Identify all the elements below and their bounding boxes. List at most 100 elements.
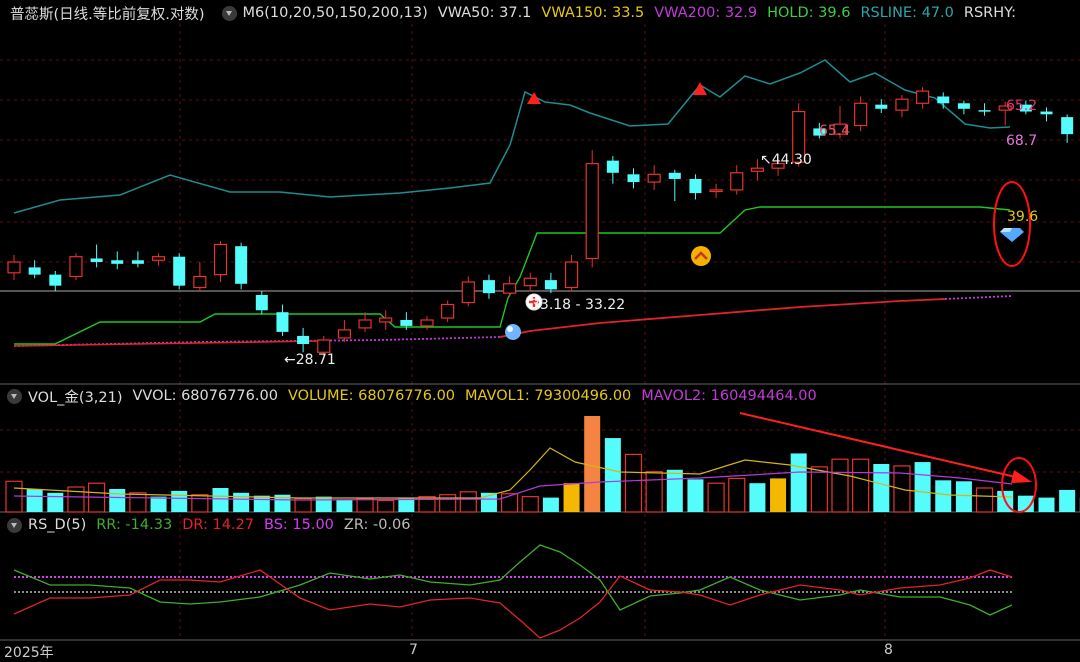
volume-bar: [729, 478, 745, 512]
bs-value: BS: 15.00: [264, 517, 334, 533]
main-title: 普蕊斯(日线.等比前复权.对数): [10, 3, 205, 24]
vol-title: VOL_金(3,21): [28, 386, 123, 407]
rsrhy-value: RSRHY:: [964, 5, 1016, 21]
hold-value: HOLD: 39.6: [767, 5, 850, 21]
volume-bar: [770, 478, 786, 512]
rs-mid-label: 68.7: [1006, 133, 1037, 149]
candle-body: [628, 174, 640, 182]
dropdown-icon[interactable]: [7, 389, 22, 404]
mavol2-value: MAVOL2: 160494464.00: [641, 388, 816, 404]
candle-body: [215, 244, 227, 274]
candle-body: [731, 173, 743, 190]
candle-body: [276, 312, 288, 332]
dropdown-icon[interactable]: [7, 518, 22, 533]
candle-body: [29, 267, 41, 274]
candle-body: [462, 282, 474, 303]
candle-body: [524, 278, 536, 285]
candle-body: [1041, 112, 1053, 115]
volume-bar: [254, 496, 270, 512]
blue-ball-icon: [507, 326, 513, 332]
rsrhy-label: 65.4: [819, 123, 850, 139]
candle-body: [689, 179, 701, 193]
candle-body: [111, 260, 123, 264]
volume-bar: [646, 472, 662, 512]
volume-bar: [171, 491, 187, 512]
candle-body: [648, 174, 660, 182]
mavol1-value: MAVOL1: 79300496.00: [465, 388, 631, 404]
rsline-series: [14, 60, 1010, 213]
candle-body: [91, 258, 103, 262]
volume-bar: [832, 459, 848, 512]
candle-body: [937, 96, 949, 103]
volume-bar: [605, 438, 621, 512]
rs-top-label: 65.2: [1006, 98, 1037, 114]
candle-body: [710, 190, 722, 192]
candle-body: [504, 284, 516, 293]
vwa150-value: VWA150: 33.5: [541, 5, 644, 21]
candle-body: [173, 257, 185, 286]
date-year: 2025年: [4, 642, 54, 662]
up-chevron-icon: [691, 246, 711, 266]
volume-bar: [811, 467, 827, 512]
volume-bar: [915, 462, 931, 512]
volume-bar: [130, 493, 146, 512]
candle-body: [979, 110, 991, 112]
vwa50-value: VWA50: 37.1: [438, 5, 532, 21]
dr-series: [14, 570, 1012, 638]
diamond-icon: [1000, 228, 1012, 232]
volume-bar: [233, 493, 249, 512]
dr-value: DR: 14.27: [182, 517, 254, 533]
candle-body: [545, 280, 557, 289]
volume-bar: [192, 495, 208, 512]
vol-header: VOL_金(3,21) VVOL: 68076776.00 VOLUME: 68…: [0, 385, 827, 407]
volume-bar: [1039, 498, 1055, 512]
candle-body: [256, 295, 268, 310]
candle-body: [400, 320, 412, 326]
volume-bar: [873, 464, 889, 512]
volume-bar: [687, 479, 703, 512]
indicator-name: M6(10,20,50,150,200,13): [243, 5, 428, 21]
hold-series: [14, 207, 1010, 344]
volume-bar: [626, 454, 642, 512]
candle-body: [359, 320, 371, 328]
volume-bar: [1059, 490, 1075, 512]
volume-bar: [749, 483, 765, 512]
candle-body: [855, 103, 867, 125]
date-aug: 8: [884, 642, 893, 658]
volume-bar: [47, 493, 63, 512]
volume-bar: [357, 499, 373, 512]
high-price-label: ↖44.30: [760, 152, 812, 168]
hold-right-label: 39.6: [1007, 209, 1038, 225]
vvol-value: VVOL: 68076776.00: [133, 388, 278, 404]
candle-body: [297, 336, 309, 344]
volume-bar: [440, 495, 456, 512]
trend-arrow-head: [1011, 470, 1032, 483]
volume-bar: [935, 480, 951, 512]
volume-bar: [564, 483, 580, 512]
rr-value: RR: -14.33: [96, 517, 172, 533]
candle-body: [896, 99, 908, 110]
candle-body: [442, 304, 454, 318]
dropdown-icon[interactable]: [222, 6, 237, 21]
candle-body: [751, 168, 763, 171]
candle-body: [421, 320, 433, 326]
candle-body: [917, 91, 929, 103]
volume-bar: [791, 453, 807, 512]
date-jul: 7: [409, 642, 418, 658]
range-label: 33.18 - 33.22: [531, 297, 625, 313]
candle-body: [49, 275, 61, 286]
candle-body: [338, 330, 350, 338]
volume-bar: [667, 470, 683, 512]
volume-bar: [398, 499, 414, 512]
volume-bar: [151, 497, 167, 512]
volume-bar: [543, 498, 559, 512]
candle-body: [132, 260, 144, 264]
candle-body: [607, 161, 619, 173]
candle-body: [566, 262, 578, 287]
zr-value: ZR: -0.06: [344, 517, 411, 533]
volume-bar: [956, 481, 972, 512]
rs-header: RS_D(5) RR: -14.33 DR: 14.27 BS: 15.00 Z…: [0, 514, 420, 536]
candle-body: [194, 276, 206, 287]
volume-bar: [316, 497, 332, 512]
